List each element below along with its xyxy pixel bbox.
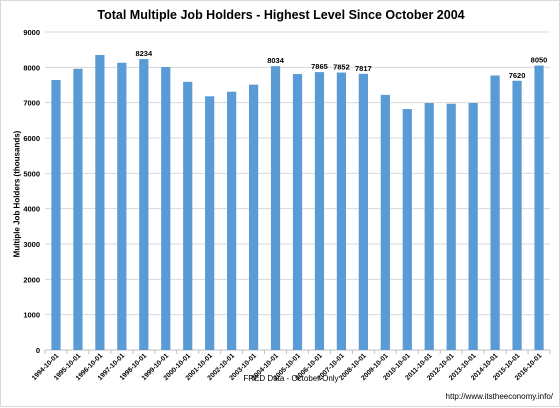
- bar: [95, 54, 105, 350]
- y-tick-label: 5000: [23, 169, 40, 178]
- bar: [227, 91, 237, 351]
- data-label: 8050: [531, 56, 548, 65]
- bar: [314, 72, 325, 350]
- bar: [292, 74, 303, 351]
- bar: [117, 62, 127, 351]
- bar: [336, 72, 347, 350]
- y-tick-label: 0: [36, 346, 40, 355]
- data-label: 7865: [311, 62, 328, 71]
- bar: [446, 103, 456, 350]
- bar: [139, 59, 149, 350]
- data-label: 8234: [135, 49, 153, 58]
- bar: [468, 103, 478, 351]
- bar: [534, 65, 544, 351]
- y-tick-label: 3000: [23, 240, 40, 249]
- y-tick-label: 8000: [23, 63, 40, 72]
- data-label: 7852: [333, 63, 350, 72]
- y-tick-label: 9000: [23, 28, 40, 37]
- bar: [380, 94, 390, 350]
- y-tick-label: 4000: [23, 205, 40, 214]
- bar: [73, 68, 83, 350]
- bar: [161, 66, 171, 350]
- y-tick-label: 2000: [23, 275, 40, 284]
- data-label: 7620: [509, 71, 526, 80]
- bar: [358, 73, 368, 351]
- y-tick-label: 6000: [23, 134, 40, 143]
- bar: [205, 96, 215, 350]
- y-tick-label: 1000: [23, 311, 40, 320]
- bar: [402, 109, 412, 350]
- y-tick-label: 7000: [23, 99, 40, 108]
- bar: [248, 84, 259, 350]
- data-label: 7817: [355, 64, 372, 73]
- bar: [270, 66, 281, 350]
- bar: [490, 75, 500, 351]
- data-label: 8034: [267, 56, 285, 65]
- bar: [183, 81, 193, 350]
- chart-title: Total Multiple Job Holders - Highest Lev…: [97, 8, 465, 22]
- source-note: http://www.itstheeconomy.info/: [445, 392, 553, 401]
- bar: [51, 80, 61, 350]
- bar: [512, 80, 522, 350]
- x-axis-label: FRED Data - October Only: [243, 374, 339, 383]
- bar: [424, 103, 434, 351]
